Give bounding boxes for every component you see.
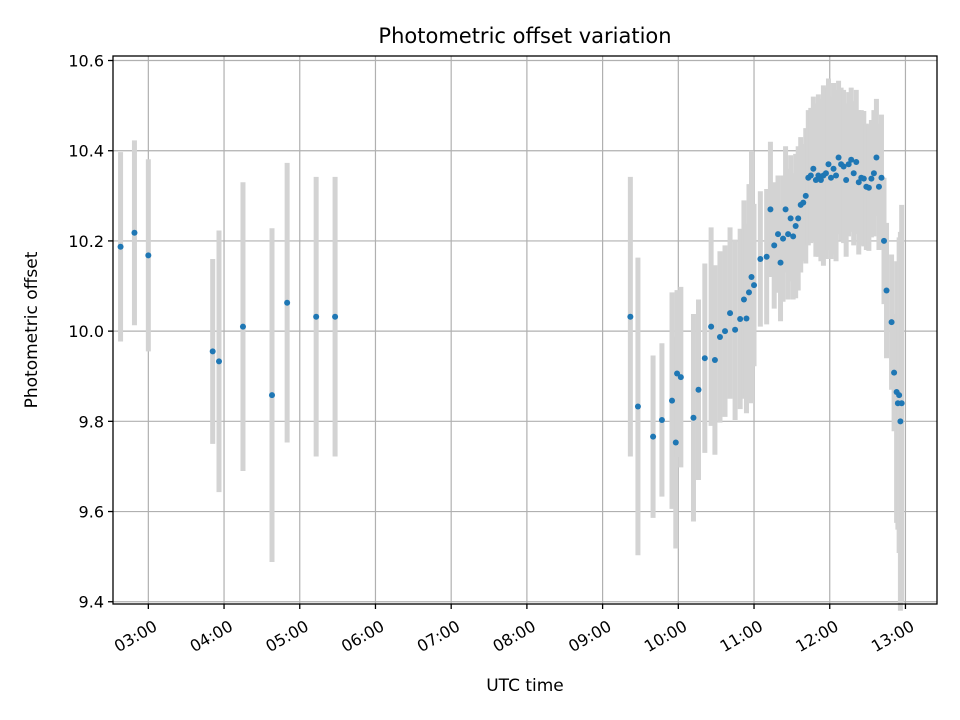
- data-point: [672, 439, 679, 446]
- data-point: [674, 370, 681, 377]
- data-point: [332, 313, 339, 320]
- data-point: [881, 237, 888, 244]
- x-axis-label: UTC time: [486, 676, 564, 696]
- data-point: [677, 374, 684, 381]
- y-axis-label: Photometric offset: [22, 251, 42, 408]
- data-point: [313, 313, 320, 320]
- data-point: [732, 326, 739, 333]
- data-point: [627, 313, 634, 320]
- data-point: [701, 355, 708, 362]
- data-point: [883, 287, 890, 294]
- data-point: [810, 165, 817, 172]
- y-tick-label: 10.4: [68, 142, 104, 161]
- data-point: [695, 386, 702, 393]
- data-point: [650, 433, 657, 440]
- data-point: [716, 333, 723, 340]
- data-point: [898, 400, 905, 407]
- y-tick-label: 10.6: [68, 52, 104, 71]
- data-point: [865, 184, 872, 191]
- data-point: [860, 175, 867, 182]
- point-layer: [117, 154, 905, 446]
- data-point: [830, 165, 837, 172]
- data-point: [825, 161, 832, 168]
- data-point: [817, 177, 824, 184]
- data-point: [873, 154, 880, 161]
- data-point: [855, 179, 862, 186]
- data-point: [875, 183, 882, 190]
- data-point: [850, 170, 857, 177]
- data-point: [209, 348, 216, 355]
- data-point: [740, 296, 747, 303]
- data-point: [743, 315, 750, 322]
- data-point: [822, 170, 829, 177]
- data-point: [848, 156, 855, 163]
- data-point: [868, 175, 875, 182]
- data-point: [780, 235, 787, 242]
- data-point: [771, 242, 778, 249]
- data-point: [787, 215, 794, 222]
- data-point: [775, 231, 782, 238]
- data-point: [268, 392, 275, 399]
- data-point: [722, 328, 729, 335]
- y-tick-label: 9.8: [79, 412, 104, 431]
- data-point: [896, 392, 903, 399]
- data-point: [131, 229, 138, 236]
- data-point: [239, 323, 246, 330]
- data-point: [284, 299, 291, 306]
- y-tick-label: 10.0: [68, 322, 104, 341]
- data-point: [828, 174, 835, 181]
- y-tick-label: 10.2: [68, 232, 104, 251]
- data-point: [800, 199, 807, 206]
- data-point: [790, 233, 797, 240]
- data-point: [812, 177, 819, 184]
- plot-frame: [112, 55, 938, 605]
- data-point: [763, 253, 770, 260]
- data-point: [807, 172, 814, 179]
- data-point: [690, 414, 697, 421]
- data-point: [870, 170, 877, 177]
- data-point: [853, 158, 860, 165]
- data-point: [145, 252, 152, 259]
- data-point: [634, 403, 641, 410]
- y-tick-label: 9.6: [79, 503, 104, 522]
- grid-layer: [113, 56, 937, 604]
- data-point: [891, 369, 898, 376]
- data-point: [767, 206, 774, 213]
- chart-title: Photometric offset variation: [378, 24, 671, 48]
- data-point: [117, 243, 124, 250]
- data-point: [843, 177, 850, 184]
- data-point: [835, 154, 842, 161]
- data-point: [897, 418, 904, 425]
- data-point: [727, 310, 734, 317]
- y-tick-label: 9.4: [79, 593, 104, 612]
- data-point: [737, 315, 744, 322]
- data-point: [708, 323, 715, 330]
- data-point: [792, 223, 799, 230]
- data-point: [669, 397, 676, 404]
- data-point: [782, 206, 789, 213]
- data-point: [833, 172, 840, 179]
- data-point: [840, 163, 847, 170]
- data-point: [845, 161, 852, 168]
- data-point: [878, 174, 885, 181]
- data-point: [757, 255, 764, 262]
- data-point: [888, 319, 895, 326]
- data-point: [785, 231, 792, 238]
- data-point: [748, 274, 755, 281]
- data-point: [711, 356, 718, 363]
- data-point: [751, 282, 758, 289]
- data-point: [215, 358, 222, 365]
- data-point: [802, 192, 809, 199]
- data-point: [777, 259, 784, 266]
- data-point: [795, 215, 802, 222]
- data-point: [745, 289, 752, 296]
- data-point: [658, 416, 665, 423]
- data-point: [815, 172, 822, 179]
